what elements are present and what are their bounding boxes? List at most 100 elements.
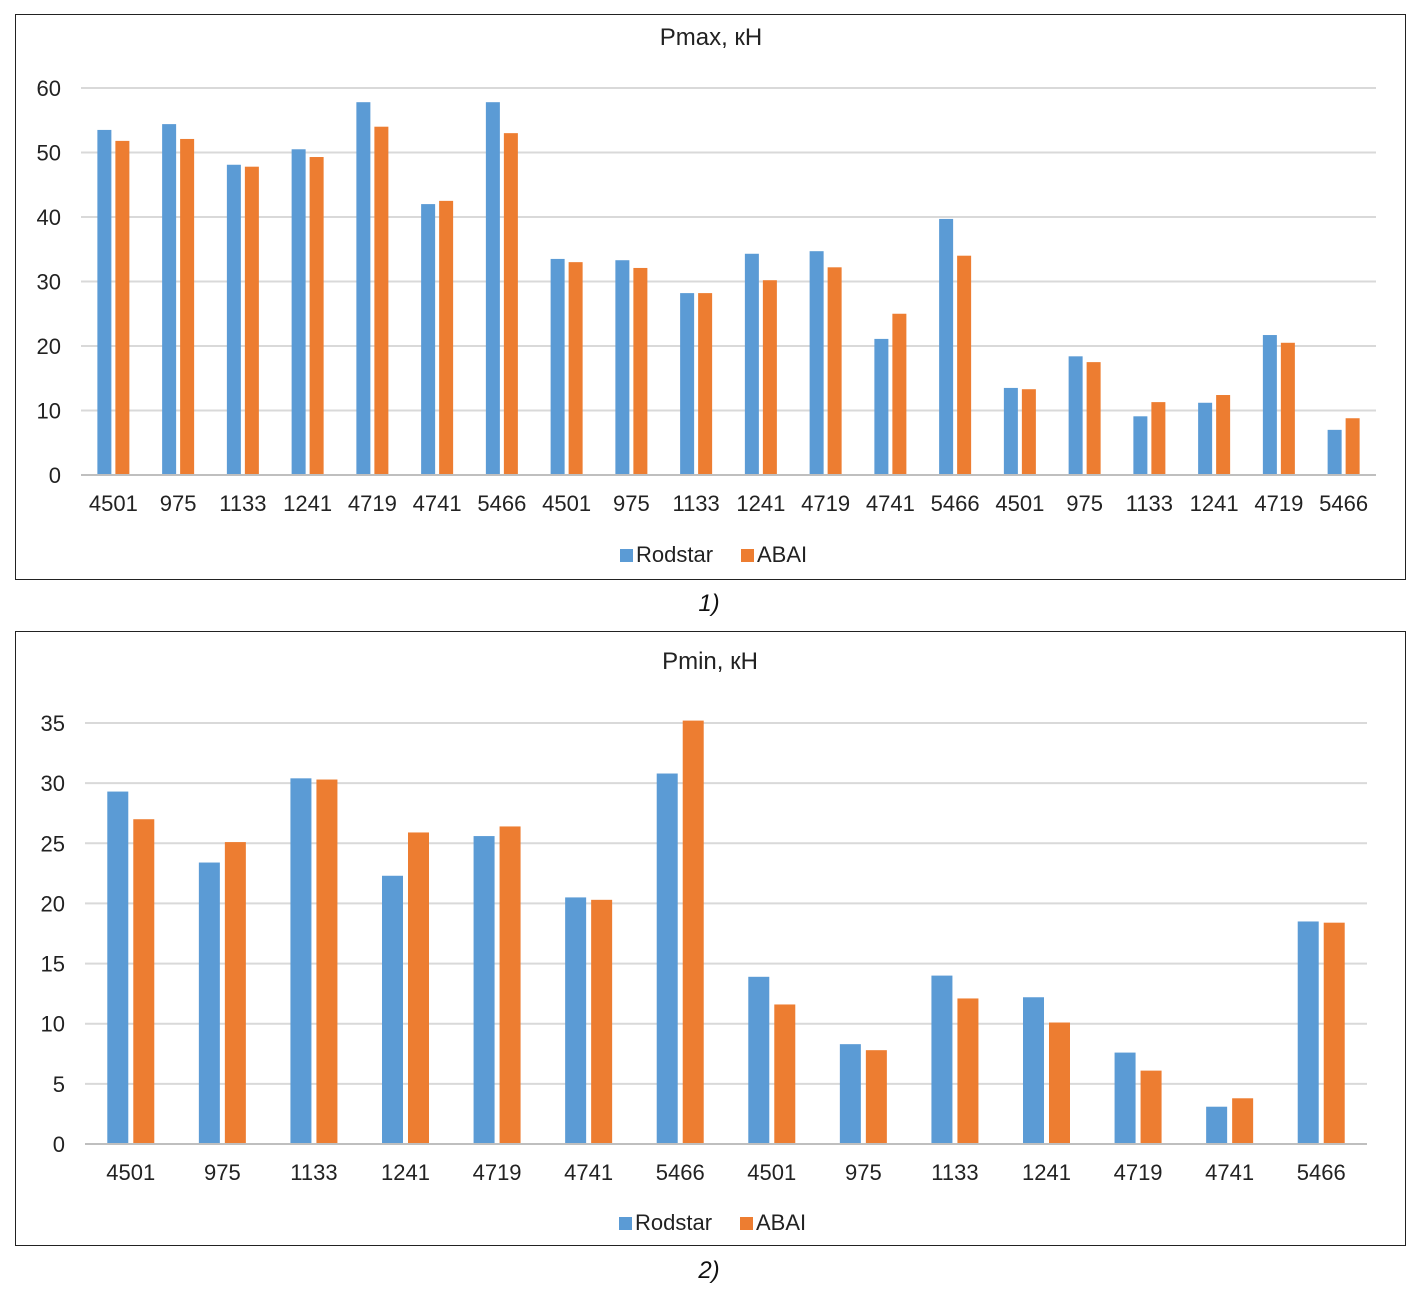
bar-rodstar bbox=[1133, 416, 1148, 475]
legend-swatch-rodstar bbox=[620, 549, 633, 562]
legend-swatch-abai bbox=[740, 1217, 753, 1230]
bar-rodstar bbox=[290, 778, 312, 1144]
bar-rodstar bbox=[565, 897, 587, 1144]
bar-rodstar bbox=[1003, 387, 1018, 475]
x-tick-label: 4501 bbox=[747, 1160, 796, 1185]
y-tick-label: 50 bbox=[37, 141, 61, 166]
bar-abai bbox=[309, 157, 324, 475]
x-tick-label: 4501 bbox=[89, 491, 138, 516]
bar-rodstar bbox=[1198, 402, 1213, 475]
y-tick-label: 20 bbox=[37, 334, 61, 359]
x-tick-label: 4741 bbox=[413, 491, 462, 516]
bar-rodstar bbox=[1297, 921, 1319, 1144]
bar-rodstar bbox=[473, 836, 495, 1144]
x-tick-label: 4719 bbox=[1114, 1160, 1163, 1185]
bar-abai bbox=[133, 819, 155, 1144]
bar-rodstar bbox=[107, 791, 129, 1144]
y-tick-label: 10 bbox=[41, 1012, 65, 1037]
x-tick-label: 4741 bbox=[866, 491, 915, 516]
bar-rodstar bbox=[839, 1044, 861, 1144]
bar-abai bbox=[633, 267, 648, 475]
x-tick-label: 5466 bbox=[477, 491, 526, 516]
x-tick-label: 5466 bbox=[656, 1160, 705, 1185]
bar-rodstar bbox=[1206, 1106, 1228, 1144]
pmin-chart-svg: Pmin, кН 0 5 10 15 20 25 30 35 4501 975 1133 1241 471… bbox=[41, 648, 1367, 1235]
bar-abai bbox=[1216, 395, 1231, 475]
bar-abai bbox=[1345, 418, 1360, 475]
bar-abai bbox=[224, 842, 246, 1144]
bar-abai bbox=[682, 720, 704, 1144]
bar-abai bbox=[499, 826, 521, 1144]
y-tick-label: 5 bbox=[53, 1072, 65, 1097]
x-tick-label: 5466 bbox=[1319, 491, 1368, 516]
x-tick-label: 1133 bbox=[290, 1160, 337, 1185]
caption-2: 2) bbox=[698, 1257, 720, 1284]
x-tick-label: 4719 bbox=[801, 491, 850, 516]
bar-abai bbox=[374, 126, 389, 475]
bar-rodstar bbox=[1068, 356, 1083, 475]
y-tick-label: 0 bbox=[53, 1132, 65, 1157]
x-tick-label: 1133 bbox=[219, 491, 266, 516]
bar-rodstar bbox=[1327, 429, 1342, 475]
bar-abai bbox=[503, 133, 518, 475]
bar-rodstar bbox=[1023, 997, 1044, 1144]
legend-label-abai: ABAI bbox=[756, 1210, 806, 1235]
caption-1: 1) bbox=[698, 590, 720, 617]
bar-rodstar bbox=[291, 149, 306, 475]
bar-abai bbox=[591, 899, 613, 1144]
bar-rodstar bbox=[97, 129, 112, 476]
bar-abai bbox=[316, 779, 338, 1144]
x-tick-label: 4501 bbox=[995, 491, 1044, 516]
x-tick-label: 5466 bbox=[1297, 1160, 1346, 1185]
bar-abai bbox=[774, 1004, 796, 1144]
x-tick-label: 1133 bbox=[931, 1160, 978, 1185]
bar-abai bbox=[408, 832, 429, 1144]
x-tick-label: 975 bbox=[845, 1160, 882, 1185]
bar-abai bbox=[244, 166, 259, 475]
y-tick-label: 30 bbox=[41, 771, 65, 796]
x-tick-label: 1241 bbox=[736, 491, 785, 516]
x-tick-label: 1133 bbox=[672, 491, 719, 516]
bar-abai bbox=[1049, 1022, 1070, 1144]
y-tick-label: 30 bbox=[37, 270, 61, 295]
x-tick-label: 975 bbox=[613, 491, 650, 516]
chart-title: Pmin, кН bbox=[662, 648, 758, 675]
bar-rodstar bbox=[939, 218, 954, 475]
x-tick-label: 1241 bbox=[1022, 1160, 1071, 1185]
pmax-chart: Pmax, кН 0 10 20 30 40 50 60 4501 975 1133 1241 4719… bbox=[15, 14, 1406, 580]
bar-abai bbox=[568, 262, 583, 475]
bar-rodstar bbox=[421, 204, 436, 475]
x-tick-label: 4719 bbox=[348, 491, 397, 516]
bar-abai bbox=[892, 313, 907, 475]
bar-abai bbox=[762, 280, 777, 475]
y-tick-label: 35 bbox=[41, 711, 65, 736]
y-tick-label: 0 bbox=[49, 463, 61, 488]
x-tick-label: 4501 bbox=[542, 491, 591, 516]
bar-abai bbox=[1232, 1098, 1254, 1144]
y-tick-label: 40 bbox=[37, 205, 61, 230]
bar-rodstar bbox=[485, 102, 500, 475]
bar-abai bbox=[1280, 342, 1295, 475]
bar-abai bbox=[957, 998, 979, 1144]
bar-rodstar bbox=[198, 862, 220, 1144]
x-tick-label: 4719 bbox=[1254, 491, 1303, 516]
bar-abai bbox=[698, 293, 713, 475]
pmin-chart: Pmin, кН 0 5 10 15 20 25 30 35 4501 975 1133 1241 471… bbox=[15, 631, 1406, 1246]
bar-rodstar bbox=[656, 773, 678, 1144]
bar-abai bbox=[957, 255, 972, 475]
bar-rodstar bbox=[931, 975, 953, 1144]
legend-label-rodstar: Rodstar bbox=[636, 542, 713, 567]
bar-abai bbox=[1021, 389, 1036, 475]
y-tick-label: 60 bbox=[37, 76, 61, 101]
legend-swatch-rodstar bbox=[619, 1217, 632, 1230]
bar-rodstar bbox=[744, 253, 759, 475]
bar-abai bbox=[115, 140, 130, 475]
bar-abai bbox=[439, 200, 454, 475]
bar-rodstar bbox=[680, 293, 695, 475]
y-tick-label: 20 bbox=[41, 891, 65, 916]
y-tick-label: 15 bbox=[41, 952, 65, 977]
bar-rodstar bbox=[615, 260, 630, 475]
x-tick-label: 4719 bbox=[473, 1160, 522, 1185]
x-tick-label: 975 bbox=[160, 491, 197, 516]
pmax-chart-svg: Pmax, кН 0 10 20 30 40 50 60 4501 975 1133 1241 4719… bbox=[37, 24, 1376, 567]
